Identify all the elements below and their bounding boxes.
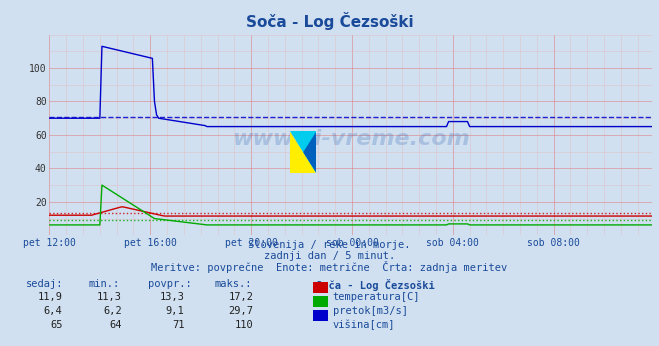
Text: 6,4: 6,4 <box>44 306 63 316</box>
Text: temperatura[C]: temperatura[C] <box>333 292 420 302</box>
Text: min.:: min.: <box>89 279 120 289</box>
Text: povpr.:: povpr.: <box>148 279 192 289</box>
Text: 6,2: 6,2 <box>103 306 122 316</box>
Text: 11,9: 11,9 <box>38 292 63 302</box>
Polygon shape <box>290 131 316 173</box>
Text: Slovenija / reke in morje.: Slovenija / reke in morje. <box>248 240 411 251</box>
Text: 29,7: 29,7 <box>229 306 254 316</box>
Polygon shape <box>290 131 316 173</box>
Text: 65: 65 <box>50 320 63 330</box>
Text: 11,3: 11,3 <box>97 292 122 302</box>
Text: 9,1: 9,1 <box>166 306 185 316</box>
Text: 17,2: 17,2 <box>229 292 254 302</box>
Text: 64: 64 <box>109 320 122 330</box>
Text: 71: 71 <box>172 320 185 330</box>
Text: Soča - Log Čezsoški: Soča - Log Čezsoški <box>246 12 413 30</box>
Text: sedaj:: sedaj: <box>26 279 64 289</box>
Text: zadnji dan / 5 minut.: zadnji dan / 5 minut. <box>264 251 395 261</box>
Text: višina[cm]: višina[cm] <box>333 320 395 330</box>
Text: Soča - Log Čezsoški: Soča - Log Čezsoški <box>316 279 435 291</box>
Text: pretok[m3/s]: pretok[m3/s] <box>333 306 408 316</box>
Text: maks.:: maks.: <box>214 279 252 289</box>
Text: Meritve: povprečne  Enote: metrične  Črta: zadnja meritev: Meritve: povprečne Enote: metrične Črta:… <box>152 261 507 273</box>
Text: 110: 110 <box>235 320 254 330</box>
Text: 13,3: 13,3 <box>159 292 185 302</box>
Text: www.si-vreme.com: www.si-vreme.com <box>232 129 470 149</box>
Polygon shape <box>303 131 316 173</box>
